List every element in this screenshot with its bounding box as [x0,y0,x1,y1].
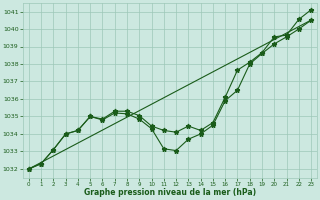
X-axis label: Graphe pression niveau de la mer (hPa): Graphe pression niveau de la mer (hPa) [84,188,256,197]
